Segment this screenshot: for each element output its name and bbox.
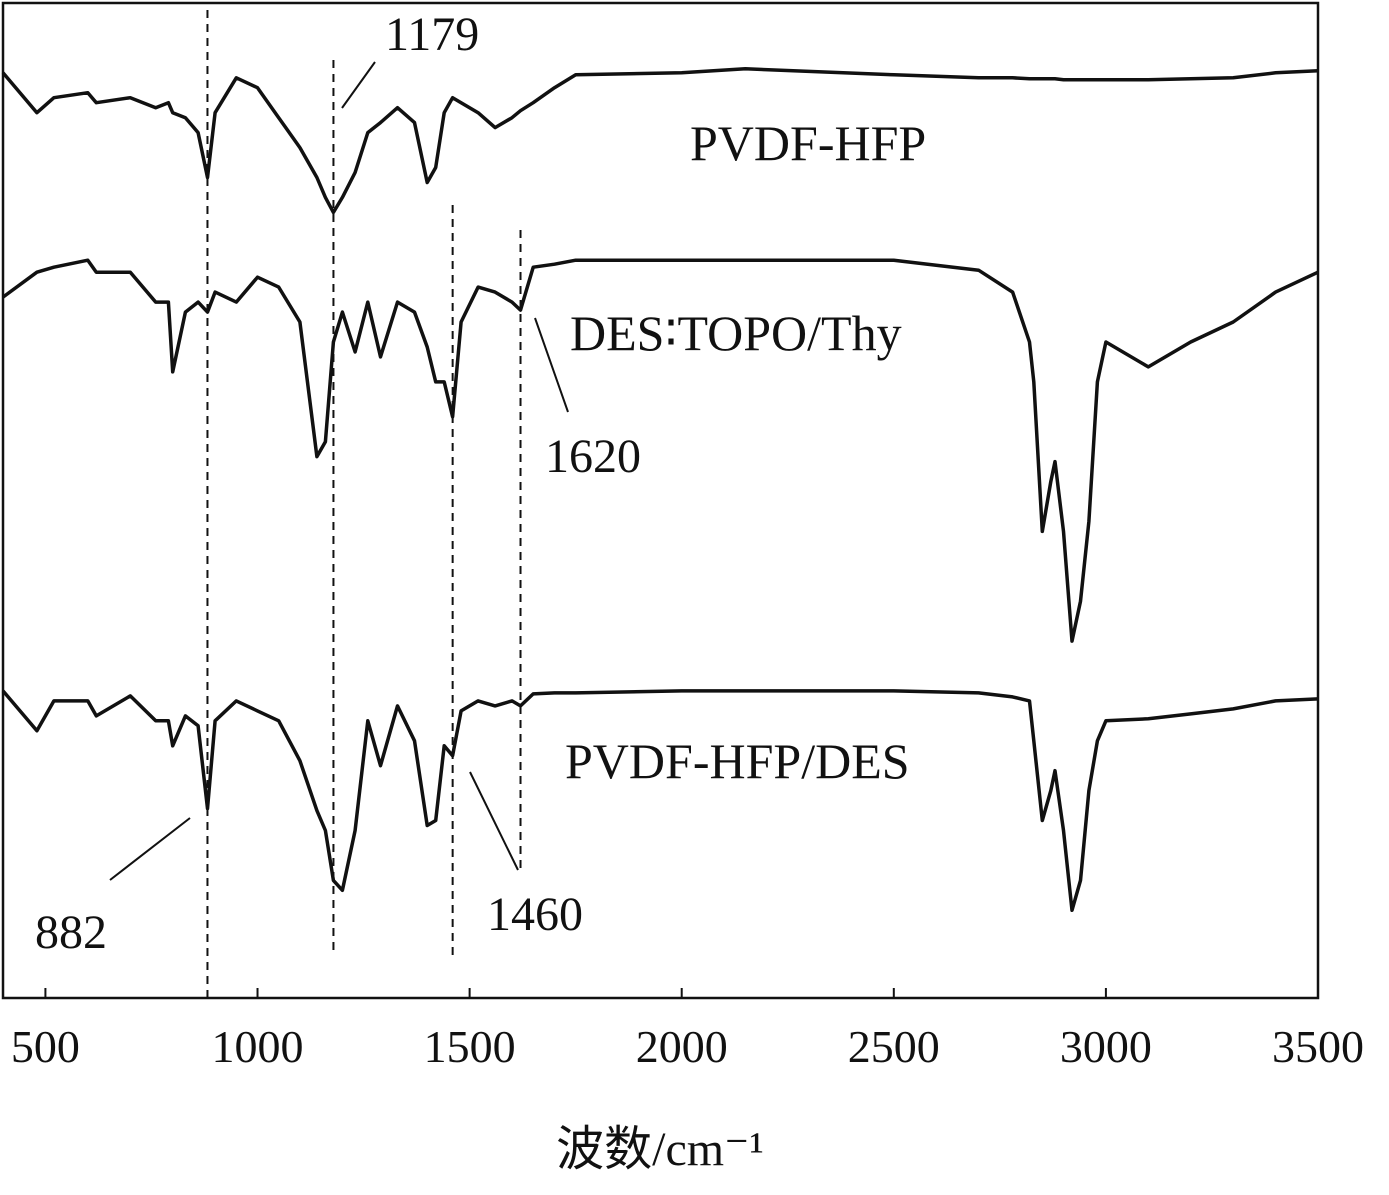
leader-line [469,771,519,871]
annotation-label: 882 [35,906,107,959]
spectrum-line [1,689,1319,913]
leader-line [341,61,376,109]
x-tick-label: 1500 [424,1021,516,1072]
leader-line [534,317,569,413]
x-tick-label: 2000 [636,1021,728,1072]
x-axis-label: 波数/cm⁻¹ [556,1123,764,1176]
x-tick-label: 2500 [848,1021,940,1072]
x-tick-label: 1000 [212,1021,304,1072]
leader-line [109,817,191,881]
annotation-label: 1460 [487,888,583,941]
series-label: PVDF-HFP/DES [565,733,910,789]
series-label: PVDF-HFP [690,115,926,171]
plot-frame [1,1,1320,1000]
spectrum-line [1,67,1319,215]
annotation-label: 1620 [545,430,641,483]
x-tick-label: 3500 [1272,1021,1364,1072]
x-tick-label: 500 [11,1021,80,1072]
series-label: DES∶TOPO/Thy [570,305,902,361]
x-tick-label: 3000 [1060,1021,1152,1072]
annotation-label: 1179 [385,8,479,61]
